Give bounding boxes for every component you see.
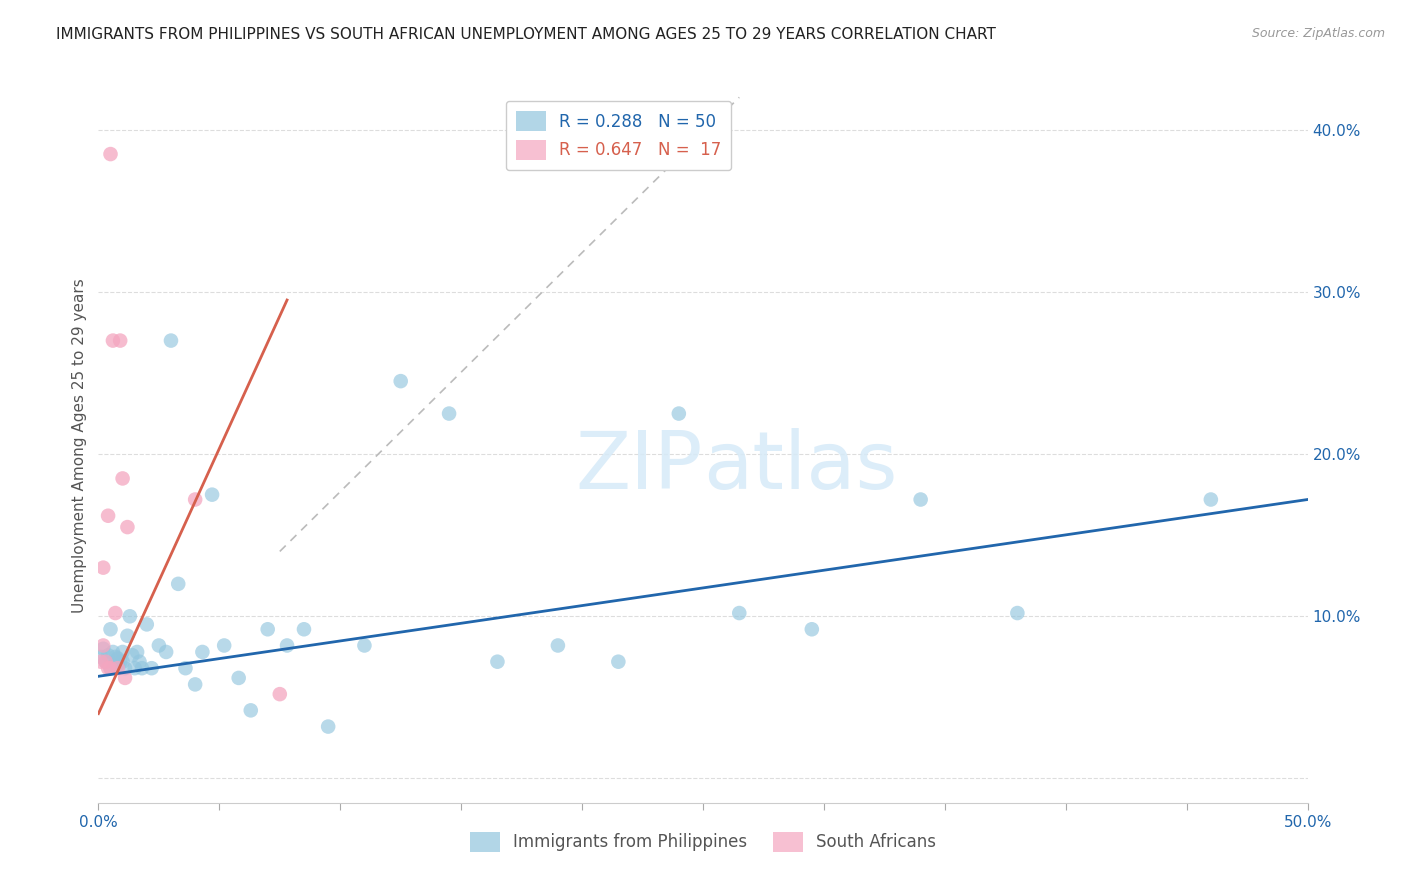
Point — [547, 639, 569, 653]
Point — [668, 407, 690, 421]
Point — [256, 622, 278, 636]
Text: Source: ZipAtlas.com: Source: ZipAtlas.com — [1251, 27, 1385, 40]
Point — [121, 648, 143, 663]
Point — [107, 651, 129, 665]
Point — [117, 520, 139, 534]
Point — [100, 622, 122, 636]
Point — [800, 622, 823, 636]
Point — [174, 661, 197, 675]
Point — [276, 639, 298, 653]
Point — [100, 661, 122, 675]
Point — [91, 560, 114, 574]
Point — [135, 617, 157, 632]
Point — [353, 639, 375, 653]
Point — [100, 661, 122, 675]
Point — [107, 661, 129, 675]
Point — [117, 629, 139, 643]
Point — [104, 649, 127, 664]
Point — [128, 655, 150, 669]
Point — [91, 639, 114, 653]
Point — [155, 645, 177, 659]
Point — [108, 334, 131, 348]
Point — [437, 407, 460, 421]
Point — [141, 661, 163, 675]
Point — [316, 720, 339, 734]
Point — [114, 671, 136, 685]
Point — [107, 657, 129, 672]
Point — [160, 334, 183, 348]
Point — [111, 645, 134, 659]
Point — [97, 648, 120, 663]
Point — [184, 677, 207, 691]
Point — [201, 488, 224, 502]
Point — [97, 508, 120, 523]
Point — [90, 649, 112, 664]
Point — [104, 606, 127, 620]
Y-axis label: Unemployment Among Ages 25 to 29 years: Unemployment Among Ages 25 to 29 years — [72, 278, 87, 614]
Text: atlas: atlas — [703, 428, 897, 507]
Point — [212, 639, 235, 653]
Point — [184, 492, 207, 507]
Point — [239, 703, 262, 717]
Text: ZIP: ZIP — [575, 428, 703, 507]
Point — [111, 655, 134, 669]
Point — [124, 661, 146, 675]
Point — [127, 645, 149, 659]
Point — [910, 492, 932, 507]
Point — [728, 606, 751, 620]
Point — [228, 671, 250, 685]
Point — [97, 661, 120, 675]
Point — [90, 655, 112, 669]
Point — [108, 655, 131, 669]
Point — [292, 622, 315, 636]
Text: IMMIGRANTS FROM PHILIPPINES VS SOUTH AFRICAN UNEMPLOYMENT AMONG AGES 25 TO 29 YE: IMMIGRANTS FROM PHILIPPINES VS SOUTH AFR… — [56, 27, 995, 42]
Point — [607, 655, 630, 669]
Point — [114, 661, 136, 675]
Point — [1007, 606, 1029, 620]
Legend: Immigrants from Philippines, South Africans: Immigrants from Philippines, South Afric… — [464, 825, 942, 859]
Point — [118, 609, 141, 624]
Point — [486, 655, 509, 669]
Point — [131, 661, 153, 675]
Point — [191, 645, 214, 659]
Point — [100, 147, 122, 161]
Point — [148, 639, 170, 653]
Point — [91, 641, 114, 656]
Point — [111, 471, 134, 485]
Point — [389, 374, 412, 388]
Point — [101, 645, 124, 659]
Point — [269, 687, 291, 701]
Point — [101, 334, 124, 348]
Point — [167, 577, 190, 591]
Point — [1199, 492, 1222, 507]
Point — [94, 655, 117, 669]
Point — [94, 655, 117, 669]
